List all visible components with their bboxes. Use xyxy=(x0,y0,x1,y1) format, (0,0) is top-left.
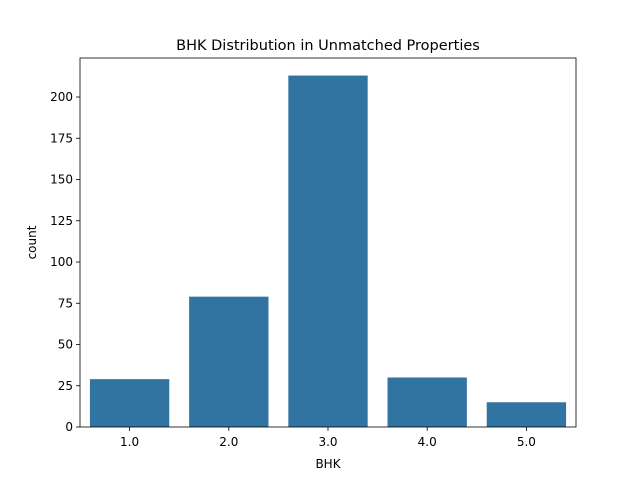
x-tick-label: 5.0 xyxy=(517,435,536,449)
y-axis-ticks: 0 25 50 75 100 125 150 175 200 xyxy=(50,90,80,434)
plot-frame xyxy=(79,57,577,428)
y-tick-label: 25 xyxy=(58,379,73,393)
x-tick-label: 3.0 xyxy=(318,435,337,449)
x-tick-label: 2.0 xyxy=(219,435,238,449)
bar-3.0 xyxy=(288,75,368,428)
y-tick-label: 150 xyxy=(50,173,73,187)
y-tick-label: 75 xyxy=(58,296,73,310)
x-tick-label: 1.0 xyxy=(120,435,139,449)
bar-5.0 xyxy=(486,402,567,427)
x-axis-label: BHK xyxy=(315,457,341,471)
x-axis-ticks: 1.0 2.0 3.0 4.0 5.0 xyxy=(120,427,536,449)
y-tick-label: 200 xyxy=(50,90,73,104)
bars-group xyxy=(89,75,567,428)
chart-title: BHK Distribution in Unmatched Properties xyxy=(176,38,480,54)
y-tick-label: 175 xyxy=(50,131,73,145)
y-axis-label: count xyxy=(25,225,39,259)
x-tick-label: 4.0 xyxy=(418,435,437,449)
y-tick-label: 0 xyxy=(65,420,73,434)
bar-4.0 xyxy=(387,377,467,427)
y-tick-label: 125 xyxy=(50,214,73,228)
y-tick-label: 50 xyxy=(58,338,73,352)
bar-1.0 xyxy=(89,379,170,427)
bar-2.0 xyxy=(189,296,269,427)
y-tick-label: 100 xyxy=(50,255,73,269)
